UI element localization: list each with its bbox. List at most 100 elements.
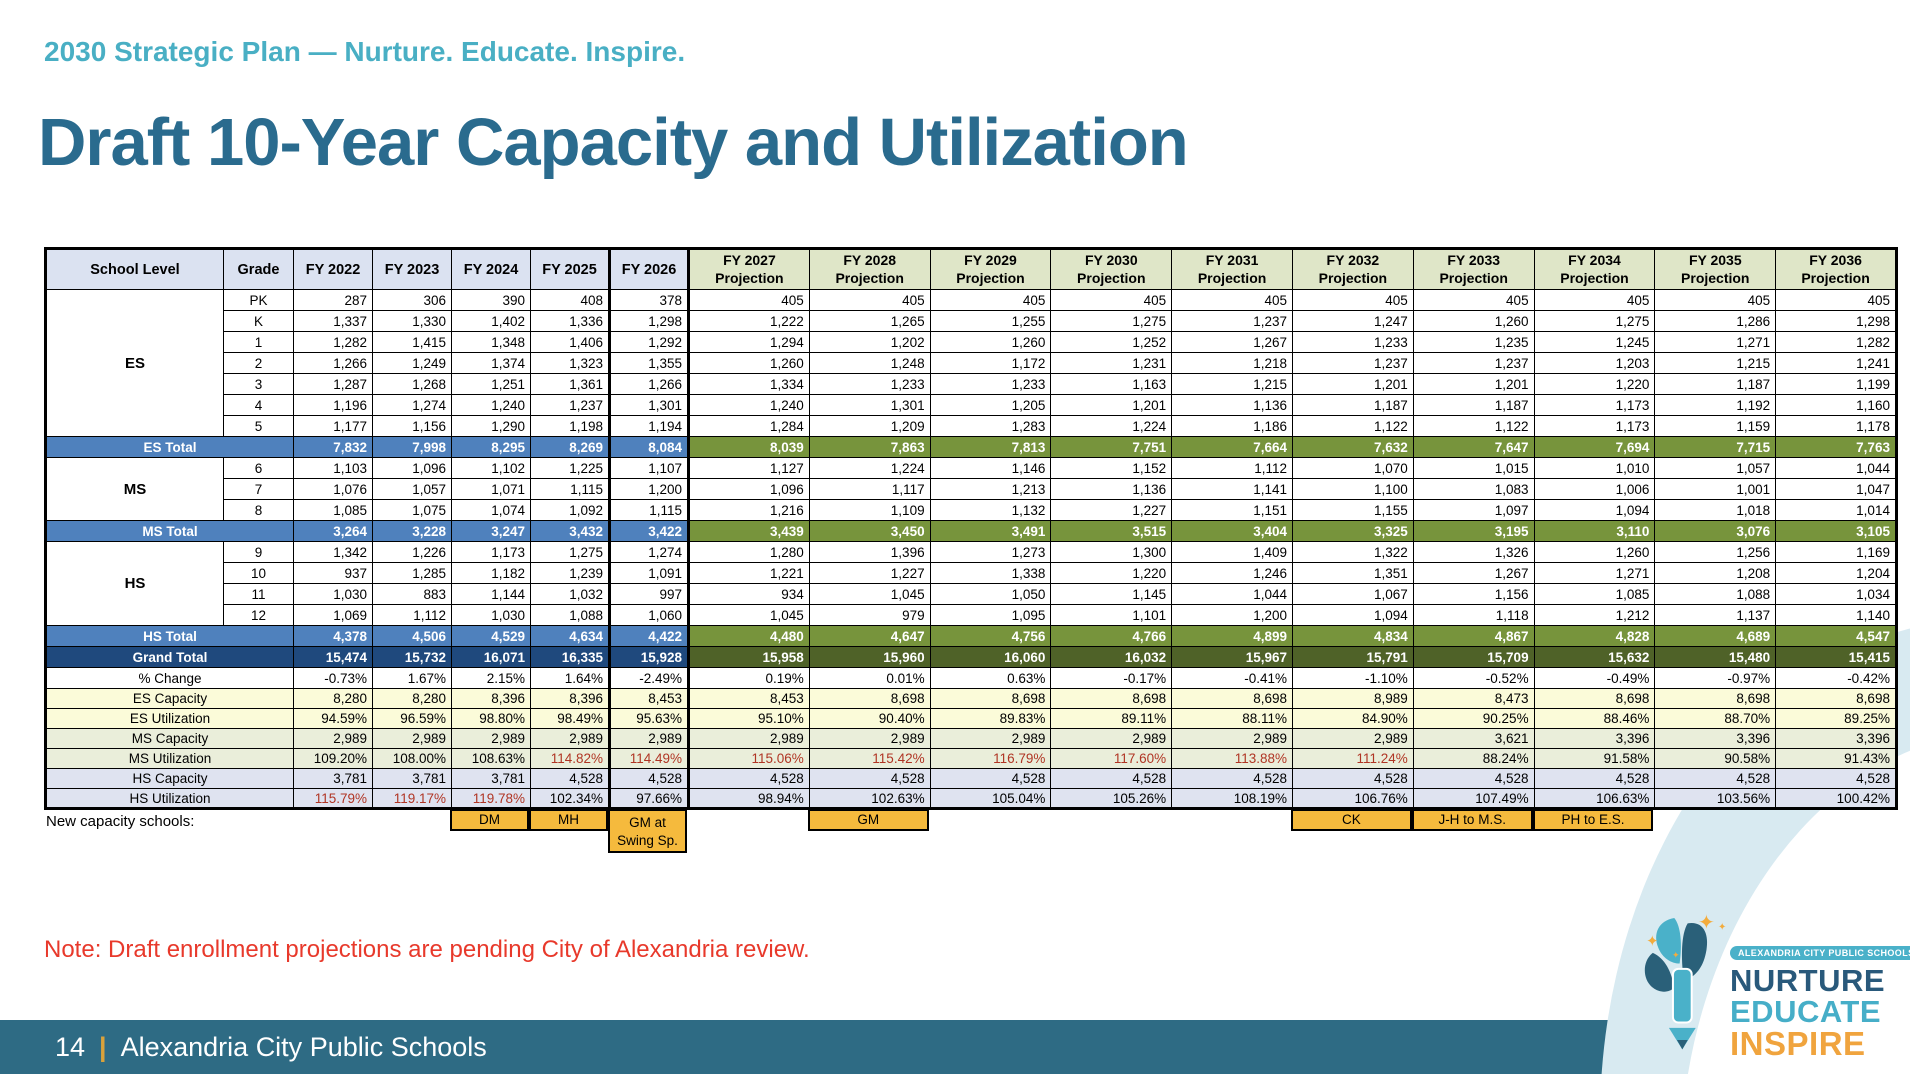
value-cell: 114.82%	[530, 748, 610, 769]
value-cell: 8,698	[1775, 688, 1897, 709]
value-cell: 1.67%	[372, 667, 452, 689]
grade-row: HS 9 1,342 1,226 1,173 1,275 1,274 1,280 1,396 1,…	[45, 541, 1897, 626]
value-cell: 1,095	[929, 604, 1052, 626]
value-cell: 106.63%	[1533, 788, 1656, 809]
projection-suffix-line: Projection	[1318, 269, 1388, 286]
value-cell: 8,698	[929, 688, 1052, 709]
value-cell: 1,163	[1050, 373, 1173, 395]
value-cell: 7,715	[1654, 436, 1777, 458]
value-cell: 1,159	[1654, 415, 1777, 437]
value-cell: 4,529	[451, 625, 531, 647]
value-cell: 1,218	[1171, 352, 1293, 374]
value-cell: 390	[451, 289, 531, 311]
value-cell: 1,330	[372, 310, 452, 332]
value-cell: -0.41%	[1171, 667, 1293, 689]
value-cell: 4,528	[1050, 768, 1173, 789]
value-cell: 1,141	[1171, 478, 1293, 500]
value-cell: 1,173	[1533, 394, 1656, 416]
value-cell: 8,698	[1171, 688, 1293, 709]
grade-cell: 3	[223, 373, 294, 395]
value-cell: 4,647	[808, 625, 931, 647]
value-cell: 1,107	[608, 457, 690, 479]
projection-year-line: FY 2033	[1447, 252, 1501, 268]
sparkle-icon: ✦	[1646, 933, 1659, 950]
value-cell: 405	[1654, 289, 1777, 311]
value-cell: 1,336	[530, 310, 610, 332]
value-cell: 1,202	[808, 331, 931, 353]
value-cell: 2,989	[530, 728, 610, 749]
value-cell: 16,032	[1050, 646, 1173, 668]
value-cell: 4,480	[688, 625, 810, 647]
value-cell: 1,178	[1775, 415, 1897, 437]
value-cell: 114.49%	[608, 748, 690, 769]
value-cell: 1,088	[1654, 583, 1777, 605]
footer-divider: |	[99, 1031, 107, 1062]
value-cell: 1,237	[1171, 310, 1293, 332]
value-cell: 1,151	[1171, 499, 1293, 521]
value-cell: 405	[929, 289, 1052, 311]
value-cell: 4,899	[1171, 625, 1293, 647]
value-cell: 1,196	[293, 394, 373, 416]
value-cell: 1,186	[1171, 415, 1293, 437]
value-cell: 2,989	[1291, 728, 1414, 749]
value-cell: 1,015	[1412, 457, 1535, 479]
value-cell: 1,322	[1291, 541, 1414, 563]
value-cell: 94.59%	[293, 708, 373, 729]
value-cell: 3,450	[808, 520, 931, 542]
value-cell: 116.79%	[929, 748, 1052, 769]
value-cell: 0.01%	[808, 667, 931, 689]
value-cell: 1,294	[688, 331, 810, 353]
value-cell: 1,109	[808, 499, 931, 521]
year-header: FY 2023	[372, 248, 452, 290]
value-cell: 1,067	[1291, 583, 1414, 605]
projection-year-header: FY 2029 Projection	[929, 248, 1052, 290]
value-cell: 15,415	[1775, 646, 1897, 668]
value-cell: 1,127	[688, 457, 810, 479]
value-cell: 1,266	[608, 373, 690, 395]
grade-cell: PK	[223, 289, 294, 311]
value-cell: 3,396	[1654, 728, 1777, 749]
value-cell: 1,396	[808, 541, 931, 563]
section-total-row: HS Total 4,378 4,506 4,529 4,634 4,422 4,480 4,…	[45, 625, 1897, 647]
projection-year-header: FY 2031 Projection	[1171, 248, 1293, 290]
value-cell: 1,192	[1654, 394, 1777, 416]
value-cell: 88.70%	[1654, 708, 1777, 729]
value-cell: 1,018	[1654, 499, 1777, 521]
value-cell: -2.49%	[608, 667, 690, 689]
value-cell: 1,231	[1050, 352, 1173, 374]
value-cell: 8,698	[1533, 688, 1656, 709]
value-cell: 1,057	[372, 478, 452, 500]
value-cell: 90.40%	[808, 708, 931, 729]
value-cell: 4,528	[608, 768, 690, 789]
new-capacity-box: DM	[450, 809, 529, 831]
value-cell: 7,632	[1291, 436, 1414, 458]
value-cell: 15,709	[1412, 646, 1535, 668]
value-cell: 1,239	[530, 562, 610, 584]
value-cell: 1,069	[293, 604, 373, 626]
grade-cell: 2	[223, 352, 294, 374]
value-cell: 8,396	[451, 688, 531, 709]
logo-nurture: NURTURE	[1730, 963, 1886, 998]
value-cell: 3,404	[1171, 520, 1293, 542]
value-cell: 1,201	[1291, 373, 1414, 395]
value-cell: 1,187	[1654, 373, 1777, 395]
value-cell: 1,348	[451, 331, 531, 353]
value-cell: 1,260	[1412, 310, 1535, 332]
value-cell: 7,664	[1171, 436, 1293, 458]
projection-suffix-line: Projection	[1560, 269, 1629, 286]
value-cell: 1,102	[451, 457, 531, 479]
grade-row: K 1,337 1,330 1,402 1,336 1,298 1,222 1,265 1,25…	[46, 310, 1897, 332]
value-cell: 105.04%	[929, 788, 1052, 809]
projection-year-line: FY 2030	[1084, 252, 1138, 268]
projection-suffix-line: Projection	[1197, 269, 1267, 286]
projection-year-header: FY 2033 Projection	[1412, 248, 1535, 290]
value-cell: 89.11%	[1050, 708, 1173, 729]
value-cell: 15,732	[372, 646, 452, 668]
value-cell: 3,781	[451, 768, 531, 789]
value-cell: 3,110	[1533, 520, 1656, 542]
grade-cell: 9	[223, 541, 294, 563]
grade-row: 12 1,069 1,112 1,030 1,088 1,060 1,045 979 1,095…	[46, 604, 1897, 626]
value-cell: 1,155	[1291, 499, 1414, 521]
value-cell: 1,251	[451, 373, 531, 395]
value-cell: 1,045	[808, 583, 931, 605]
